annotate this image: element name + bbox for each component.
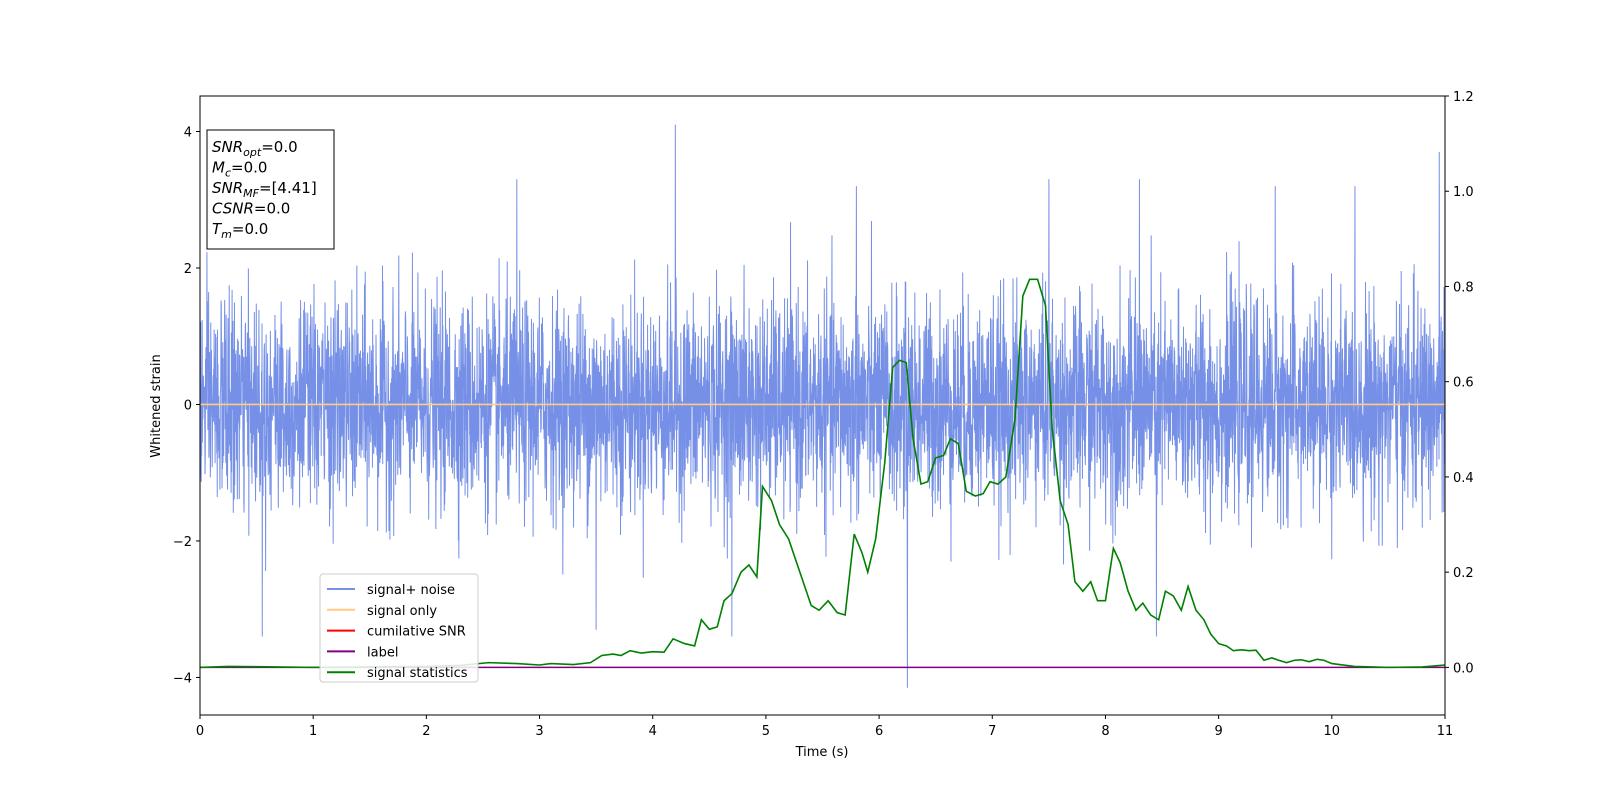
annotation-line: SNRMF=[4.41] xyxy=(212,179,317,200)
legend-item: signal statistics xyxy=(327,666,468,681)
x-tick-label: 1 xyxy=(309,724,317,739)
legend-label: signal+ noise xyxy=(367,583,455,598)
legend-label: label xyxy=(367,645,398,660)
plot-frame xyxy=(199,95,1446,716)
x-tick-label: 8 xyxy=(1101,724,1109,739)
x-tick-label: 9 xyxy=(1214,724,1222,739)
y2-tick-label: 0.8 xyxy=(1453,280,1474,295)
legend-frame xyxy=(319,573,479,683)
x-tick-label: 11 xyxy=(1437,724,1454,739)
legend-item: signal only xyxy=(327,604,437,619)
annotation-frame xyxy=(206,129,335,250)
axes: 0 1 2 3 4 5 6 7 8 9 10 11 4 2 0 −2 −4 1.2 1.0 0.8 0.6 0.4 0.2 0… xyxy=(173,90,1474,739)
legend-item: label xyxy=(327,645,398,660)
x-axis-label: Time (s) xyxy=(795,745,849,760)
legend: signal+ noise signal only cumilative SNR la… xyxy=(319,573,479,683)
x-tick-label: 10 xyxy=(1324,724,1341,739)
annotation-line: SNRopt=0.0 xyxy=(212,138,298,159)
y2-tick-label: 0.6 xyxy=(1453,376,1474,391)
x-tick-label: 7 xyxy=(988,724,996,739)
annotation-line: Tm=0.0 xyxy=(212,220,268,241)
y-tick-label: 4 xyxy=(184,125,192,140)
y-tick-label: −2 xyxy=(173,535,192,550)
y-tick-label: −4 xyxy=(173,671,192,686)
series-line-signal-statistics xyxy=(200,278,1445,669)
y2-tick-label: 0.2 xyxy=(1453,566,1474,581)
x-tick-label: 2 xyxy=(422,724,430,739)
x-tick-label: 0 xyxy=(196,724,204,739)
legend-item: cumilative SNR xyxy=(327,625,466,640)
series-line-signal-plus-noise xyxy=(200,124,1445,688)
y2-tick-label: 0.0 xyxy=(1453,661,1474,676)
x-tick-label: 5 xyxy=(762,724,770,739)
y2-tick-label: 1.2 xyxy=(1453,90,1474,105)
annotation-line: CSNR=0.0 xyxy=(212,200,290,218)
x-tick-label: 4 xyxy=(649,724,657,739)
annotation-line: Mc=0.0 xyxy=(212,159,267,180)
legend-item: signal+ noise xyxy=(327,583,455,598)
y-axis-label: Whitened strain xyxy=(149,354,164,457)
x-tick-label: 6 xyxy=(875,724,883,739)
legend-label: signal statistics xyxy=(367,666,468,681)
y2-tick-label: 1.0 xyxy=(1453,185,1474,200)
y2-tick-label: 0.4 xyxy=(1453,471,1474,486)
legend-label: cumilative SNR xyxy=(367,625,466,640)
y-tick-label: 0 xyxy=(184,398,192,413)
x-tick-label: 3 xyxy=(535,724,543,739)
y-tick-label: 2 xyxy=(184,262,192,277)
legend-label: signal only xyxy=(367,604,437,619)
